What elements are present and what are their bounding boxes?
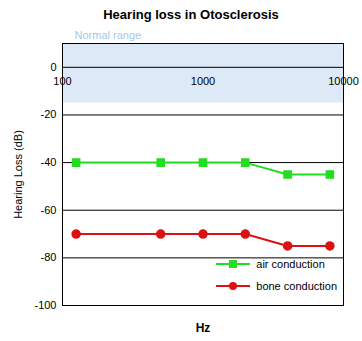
svg-text:-60: -60 xyxy=(41,204,57,216)
svg-text:1000: 1000 xyxy=(191,75,215,87)
svg-text:-80: -80 xyxy=(41,251,57,263)
svg-text:10000: 10000 xyxy=(328,75,359,87)
svg-text:Normal range: Normal range xyxy=(75,30,142,41)
svg-text:0: 0 xyxy=(50,61,56,73)
svg-text:-100: -100 xyxy=(34,299,56,311)
svg-text:-20: -20 xyxy=(41,108,57,120)
html-text:bone conduction: bone conduction xyxy=(256,280,337,292)
html-text:Hearing loss in Otosclerosis: Hearing loss in Otosclerosis xyxy=(103,7,279,22)
svg-text:100: 100 xyxy=(53,75,71,87)
svg-text:Hearing Loss (dB): Hearing Loss (dB) xyxy=(12,130,24,219)
svg-text:-40: -40 xyxy=(41,156,57,168)
svg-text:Hz: Hz xyxy=(196,321,211,335)
html-text:air conduction: air conduction xyxy=(256,258,325,270)
